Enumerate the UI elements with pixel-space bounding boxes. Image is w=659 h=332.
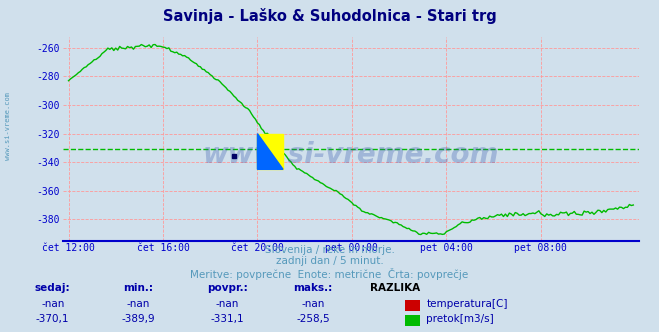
Polygon shape [258,133,283,169]
Text: -nan: -nan [215,299,239,309]
Text: temperatura[C]: temperatura[C] [426,299,508,309]
Text: -nan: -nan [301,299,325,309]
Text: maks.:: maks.: [293,283,333,293]
Text: -258,5: -258,5 [296,314,330,324]
Text: -331,1: -331,1 [210,314,244,324]
Text: -nan: -nan [41,299,65,309]
Text: Meritve: povprečne  Enote: metrične  Črta: povprečje: Meritve: povprečne Enote: metrične Črta:… [190,268,469,280]
Text: zadnji dan / 5 minut.: zadnji dan / 5 minut. [275,256,384,266]
Text: -370,1: -370,1 [36,314,69,324]
Text: Savinja - Laško & Suhodolnica - Stari trg: Savinja - Laško & Suhodolnica - Stari tr… [163,8,496,24]
Polygon shape [258,133,283,169]
Text: www.si-vreme.com: www.si-vreme.com [203,141,499,169]
Text: Slovenija / reke in morje.: Slovenija / reke in morje. [264,245,395,255]
Text: min.:: min.: [123,283,154,293]
Text: sedaj:: sedaj: [35,283,71,293]
Text: RAZLIKA: RAZLIKA [370,283,420,293]
Text: www.si-vreme.com: www.si-vreme.com [5,92,11,160]
Text: pretok[m3/s]: pretok[m3/s] [426,314,494,324]
Text: -nan: -nan [127,299,150,309]
Text: povpr.:: povpr.: [207,283,248,293]
Text: -389,9: -389,9 [121,314,156,324]
